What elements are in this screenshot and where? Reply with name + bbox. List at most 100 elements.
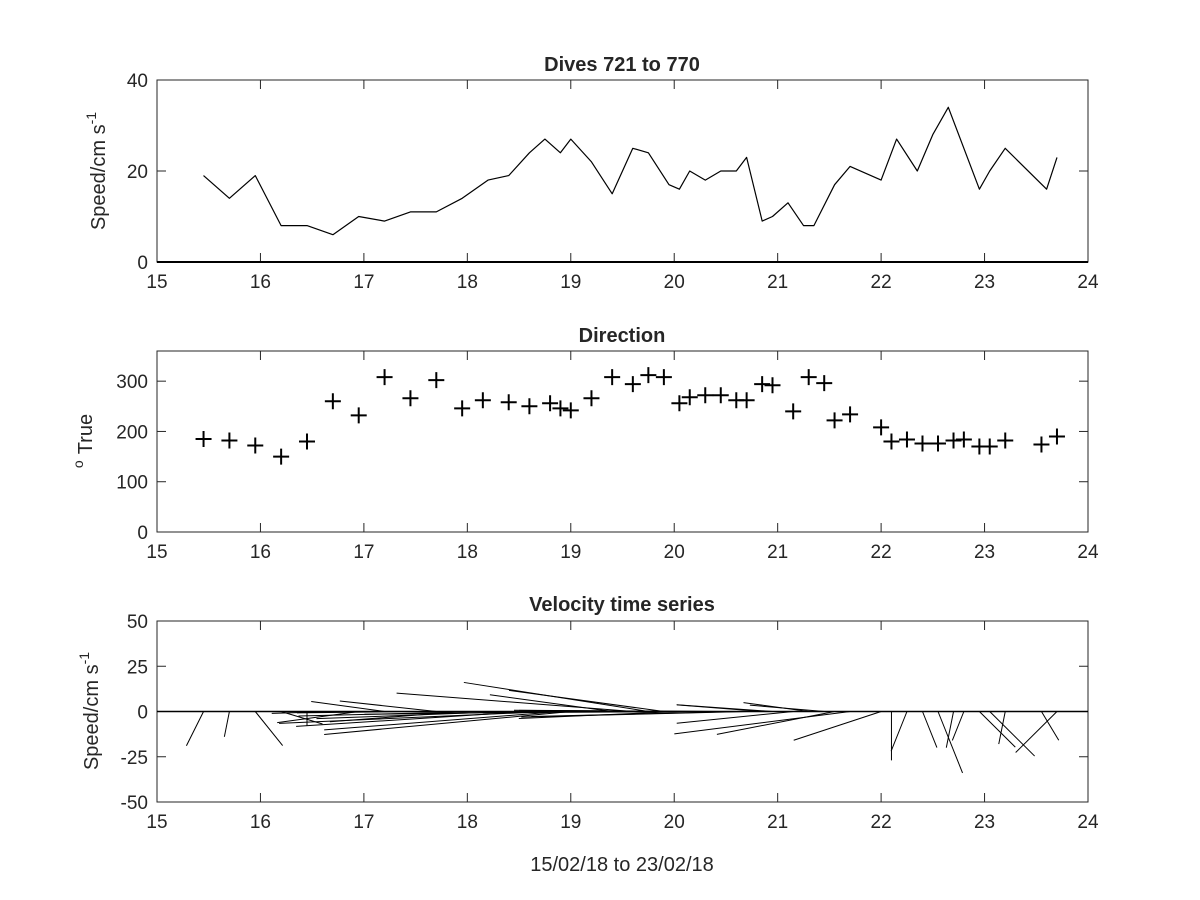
speed-panel: 15 16 17 18 19 20 21 22 23 24 0 20 40 Dives 721 to 7… [83, 54, 1099, 293]
direction-point [800, 369, 817, 386]
speed-x-tick-label: 22 [871, 272, 892, 293]
direction-point [298, 433, 315, 450]
velocity-stick [254, 711, 284, 746]
direction-point [221, 432, 238, 449]
direction-point [552, 400, 569, 417]
direction-y-axis-label-text: True [75, 414, 97, 454]
velocity-y-tick-label: 25 [127, 657, 148, 678]
direction-point [1033, 436, 1050, 453]
velocity-stick [989, 711, 1035, 757]
direction-point [640, 367, 657, 384]
direction-x-tick-label: 16 [250, 542, 271, 563]
direction-point [697, 387, 714, 404]
speed-x-tick-label: 17 [353, 272, 374, 293]
velocity-x-tick-label: 18 [457, 812, 478, 833]
direction-panel: 15 16 17 18 19 20 21 22 23 24 0 100 200 300 Direction… [70, 325, 1099, 563]
velocity-y-tick-label: 0 [137, 703, 148, 724]
speed-x-tick-label: 24 [1077, 272, 1099, 293]
velocity-stick [482, 711, 690, 714]
direction-point [930, 435, 947, 452]
direction-point [738, 392, 755, 409]
velocity-stick [508, 689, 664, 712]
direction-point [655, 369, 672, 386]
speed-y-tick-label: 20 [127, 162, 148, 183]
direction-point [247, 437, 264, 454]
direction-y-axis-label: o True [70, 414, 97, 468]
direction-x-tick-label: 23 [974, 542, 995, 563]
velocity-stick [324, 711, 571, 735]
direction-point [583, 390, 600, 407]
direction-x-tick-label: 24 [1077, 542, 1099, 563]
direction-point [873, 419, 890, 436]
direction-point [816, 375, 833, 392]
direction-point [883, 433, 900, 450]
velocity-stick [945, 711, 955, 748]
direction-ticks [156, 351, 1089, 533]
velocity-stick [311, 700, 385, 712]
speed-x-tick-label: 15 [146, 272, 167, 293]
speed-tick-labels: 15 16 17 18 19 20 21 22 23 24 0 20 40 [127, 71, 1099, 293]
direction-x-tick-label: 22 [871, 542, 892, 563]
speed-marks [157, 106, 1088, 263]
direction-point [474, 392, 491, 409]
velocity-x-tick-label: 15 [146, 812, 167, 833]
speed-x-tick-label: 20 [664, 272, 685, 293]
speed-x-tick-label: 21 [767, 272, 788, 293]
velocity-x-tick-label: 22 [871, 812, 892, 833]
speed-y-tick-label: 40 [127, 71, 148, 92]
direction-y-tick-label: 200 [116, 422, 148, 443]
speed-chart-title: Dives 721 to 770 [544, 54, 700, 76]
direction-point [764, 377, 781, 394]
direction-point [826, 412, 843, 429]
velocity-x-tick-label: 24 [1077, 812, 1099, 833]
speed-y-tick-label: 0 [137, 253, 148, 274]
direction-point [500, 394, 517, 411]
direction-point [542, 395, 559, 412]
velocity-chart-title: Velocity time series [529, 594, 715, 616]
direction-point [624, 376, 641, 393]
speed-y-axis-label-text: Speed/cm s [88, 124, 110, 230]
direction-point [997, 432, 1014, 449]
direction-tick-labels: 15 16 17 18 19 20 21 22 23 24 0 100 200 300 [116, 372, 1099, 563]
velocity-stick [749, 704, 825, 712]
speed-y-axis-label: Speed/cm s-1 [83, 112, 110, 230]
direction-point [428, 372, 445, 389]
velocity-x-tick-label: 21 [767, 812, 788, 833]
velocity-stick [937, 711, 964, 774]
speed-x-tick-label: 16 [250, 272, 271, 293]
velocity-stick [223, 711, 230, 737]
direction-plot-frame [156, 350, 1089, 533]
direction-y-tick-label: 300 [116, 372, 148, 393]
velocity-y-tick-label: -25 [121, 748, 148, 769]
direction-x-tick-label: 18 [457, 542, 478, 563]
velocity-stick [922, 711, 938, 748]
velocity-x-tick-label: 23 [974, 812, 995, 833]
direction-point [842, 406, 859, 423]
velocity-tick-labels: 15 16 17 18 19 20 21 22 23 24 50 25 0 -25 -50 [121, 612, 1099, 833]
velocity-x-axis-label: 15/02/18 to 23/02/18 [530, 854, 714, 876]
direction-y-tick-label: 100 [116, 473, 148, 494]
direction-point [914, 435, 931, 452]
velocity-stick [296, 711, 411, 714]
direction-marks [195, 367, 1065, 465]
velocity-stick [185, 711, 204, 746]
velocity-stick [279, 711, 551, 724]
speed-x-tick-label: 18 [457, 272, 478, 293]
velocity-x-tick-label: 16 [250, 812, 271, 833]
direction-x-tick-label: 20 [664, 542, 685, 563]
direction-point [402, 390, 419, 407]
velocity-stick [324, 711, 561, 731]
direction-point [604, 369, 621, 386]
direction-point [376, 369, 393, 386]
velocity-stick [514, 709, 721, 712]
velocity-stick [676, 711, 794, 724]
direction-x-tick-label: 19 [560, 542, 581, 563]
direction-point [955, 431, 972, 448]
velocity-y-axis-label-text: Speed/cm s [81, 664, 103, 770]
velocity-stick [277, 711, 359, 724]
velocity-stick [521, 711, 747, 718]
direction-point [521, 398, 538, 415]
velocity-y-tick-label: -50 [121, 793, 148, 814]
velocity-x-tick-label: 19 [560, 812, 581, 833]
velocity-x-tick-label: 17 [353, 812, 374, 833]
